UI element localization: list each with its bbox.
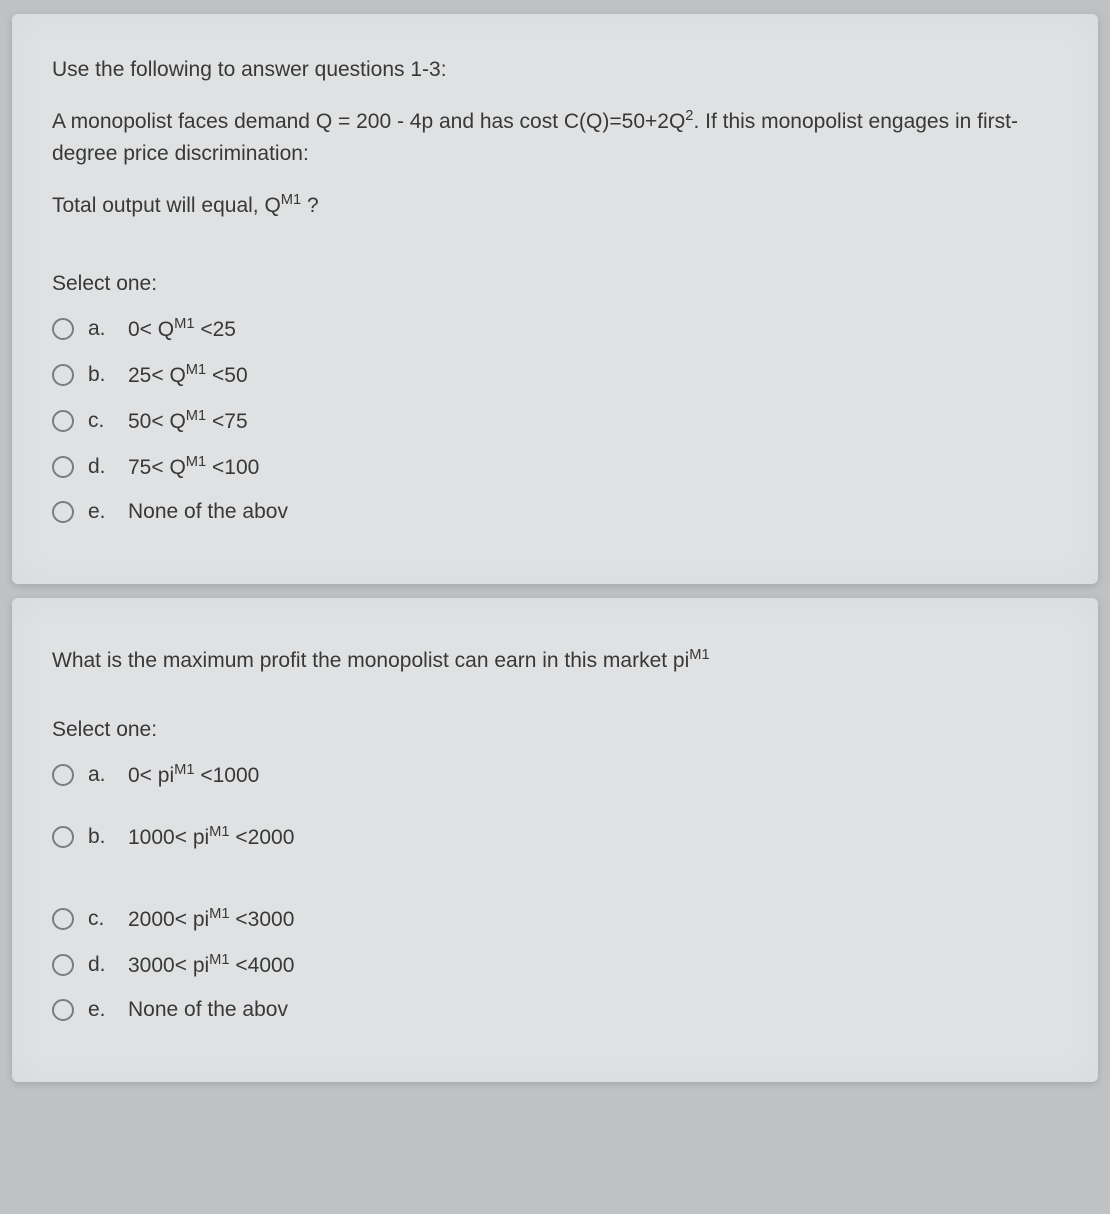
option-row[interactable]: e. None of the abov [52,500,1058,524]
radio-button[interactable] [52,364,74,386]
passage-block: Use the following to answer questions 1-… [52,54,1058,222]
option-letter: c. [88,907,114,931]
option-row[interactable]: a. 0< QM1 <25 [52,316,1058,342]
question-card-2: What is the maximum profit the monopolis… [12,598,1098,1082]
option-letter: c. [88,409,114,433]
option-text: 75< QM1 <100 [128,454,259,480]
option-row[interactable]: c. 50< QM1 <75 [52,408,1058,434]
option-row[interactable]: b. 25< QM1 <50 [52,362,1058,388]
select-one-label: Select one: [52,272,1058,296]
passage-line-3: Total output will equal, QM1 ? [52,189,1058,223]
option-letter: a. [88,317,114,341]
radio-button[interactable] [52,908,74,930]
option-row[interactable]: c. 2000< piM1 <3000 [52,906,1058,932]
option-text: 25< QM1 <50 [128,362,248,388]
question-card-1: Use the following to answer questions 1-… [12,14,1098,584]
option-letter: b. [88,825,114,849]
radio-button[interactable] [52,410,74,432]
select-one-label: Select one: [52,718,1058,742]
passage-line-1: Use the following to answer questions 1-… [52,54,1058,87]
radio-button[interactable] [52,456,74,478]
option-letter: b. [88,363,114,387]
option-letter: e. [88,998,114,1022]
question-text: What is the maximum profit the monopolis… [52,644,1058,678]
options-list-2: a. 0< piM1 <1000 b. 1000< piM1 <2000 c. 2000<… [52,762,1058,1022]
option-text: 1000< piM1 <2000 [128,824,294,850]
radio-button[interactable] [52,764,74,786]
radio-button[interactable] [52,954,74,976]
option-row[interactable]: e. None of the abov [52,998,1058,1022]
option-text: 0< QM1 <25 [128,316,236,342]
option-row[interactable]: b. 1000< piM1 <2000 [52,824,1058,850]
option-text: None of the abov [128,998,288,1022]
option-row[interactable]: d. 75< QM1 <100 [52,454,1058,480]
option-text: 2000< piM1 <3000 [128,906,294,932]
option-row[interactable]: d. 3000< piM1 <4000 [52,952,1058,978]
option-letter: d. [88,953,114,977]
passage-line-2: A monopolist faces demand Q = 200 - 4p a… [52,105,1058,171]
options-list-1: a. 0< QM1 <25 b. 25< QM1 <50 c. 50< QM1 <75 d.… [52,316,1058,524]
option-text: 50< QM1 <75 [128,408,248,434]
option-row[interactable]: a. 0< piM1 <1000 [52,762,1058,788]
question-line: What is the maximum profit the monopolis… [52,644,1058,678]
option-letter: d. [88,455,114,479]
option-text: 0< piM1 <1000 [128,762,259,788]
radio-button[interactable] [52,826,74,848]
option-letter: e. [88,500,114,524]
option-text: 3000< piM1 <4000 [128,952,294,978]
radio-button[interactable] [52,999,74,1021]
radio-button[interactable] [52,318,74,340]
option-text: None of the abov [128,500,288,524]
option-letter: a. [88,763,114,787]
radio-button[interactable] [52,501,74,523]
